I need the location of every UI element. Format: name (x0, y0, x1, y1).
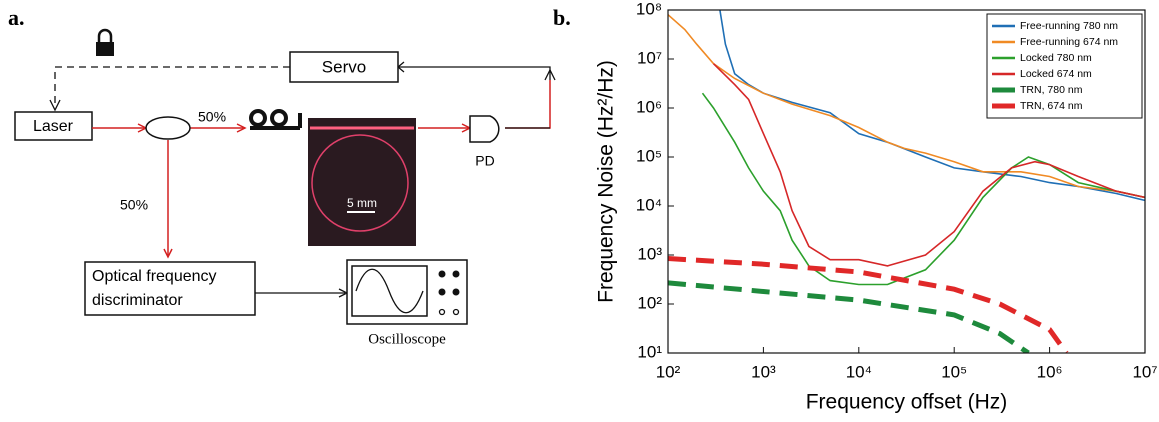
lock-icon (96, 28, 114, 56)
dashed-line (54, 66, 290, 105)
y-tick-label: 10⁵ (636, 146, 662, 165)
x-tick-label: 10⁴ (846, 362, 872, 381)
x-tick-label: 10³ (751, 362, 776, 381)
y-tick-label: 10⁷ (637, 48, 662, 67)
x-axis-label: Frequency offset (Hz) (806, 391, 1008, 414)
y-tick-label: 10³ (637, 244, 662, 263)
servo-box (289, 51, 399, 83)
x-tick-label: 10⁷ (1132, 362, 1157, 381)
photo-ring (311, 134, 409, 232)
series-line (668, 280, 1030, 353)
laser-label: Laser (33, 118, 74, 135)
oscilloscope-label: Oscilloscope (368, 331, 446, 347)
split-bottom-label: 50% (120, 197, 148, 213)
y-tick-label: 10¹ (637, 342, 662, 361)
x-tick-label: 10⁶ (1037, 362, 1063, 381)
optical-path (92, 80, 551, 255)
y-tick-label: 10⁴ (636, 195, 662, 214)
panel-label: a. (8, 5, 25, 30)
legend-box (986, 13, 1143, 119)
legend-label: Locked 674 nm (1020, 68, 1092, 80)
chart: 10² 10³ 10⁴ 10⁵ 10⁶ 10⁷10¹10²10³10⁴10⁵10⁶10⁷1… (595, 0, 1158, 414)
x-tick-label: 10⁵ (941, 362, 967, 381)
arrowhead (49, 99, 61, 112)
discriminator-label: Optical frequency (92, 268, 217, 285)
legend-label: TRN, 780 nm (1020, 84, 1083, 96)
arrowheads (396, 61, 556, 81)
x-tick-label: 10² (656, 362, 681, 381)
split-top-label: 50% (198, 109, 226, 125)
resonator-photo (308, 118, 416, 246)
splitter (145, 116, 191, 140)
photodetector (469, 115, 500, 143)
discriminator-box (84, 261, 256, 316)
series-line (712, 63, 1145, 267)
red-arrowheads (137, 123, 472, 259)
panel-label: b. (553, 5, 571, 30)
y-axis-label: Frequency Noise (Hz²/Hz) (595, 60, 618, 303)
series-line (668, 256, 1069, 353)
y-tick-label: 10⁸ (636, 0, 662, 18)
oscilloscope-icon (346, 259, 468, 325)
y-tick-label: 10⁶ (636, 97, 662, 116)
y-tick-label: 10² (637, 293, 662, 312)
plot-frame (667, 9, 1146, 354)
fiber-coil (249, 109, 302, 130)
pd-label: PD (475, 153, 494, 169)
legend-label: Free-running 780 nm (1020, 20, 1118, 32)
legend-label: Free-running 674 nm (1020, 36, 1118, 48)
legend-label: Locked 780 nm (1020, 52, 1092, 64)
servo-label: Servo (322, 57, 366, 76)
legend-label: TRN, 674 nm (1020, 100, 1083, 112)
scale-label: 5 mm (347, 196, 377, 210)
feedback-line (398, 66, 551, 80)
discriminator-label: discriminator (92, 292, 183, 309)
laser-box (14, 111, 93, 141)
